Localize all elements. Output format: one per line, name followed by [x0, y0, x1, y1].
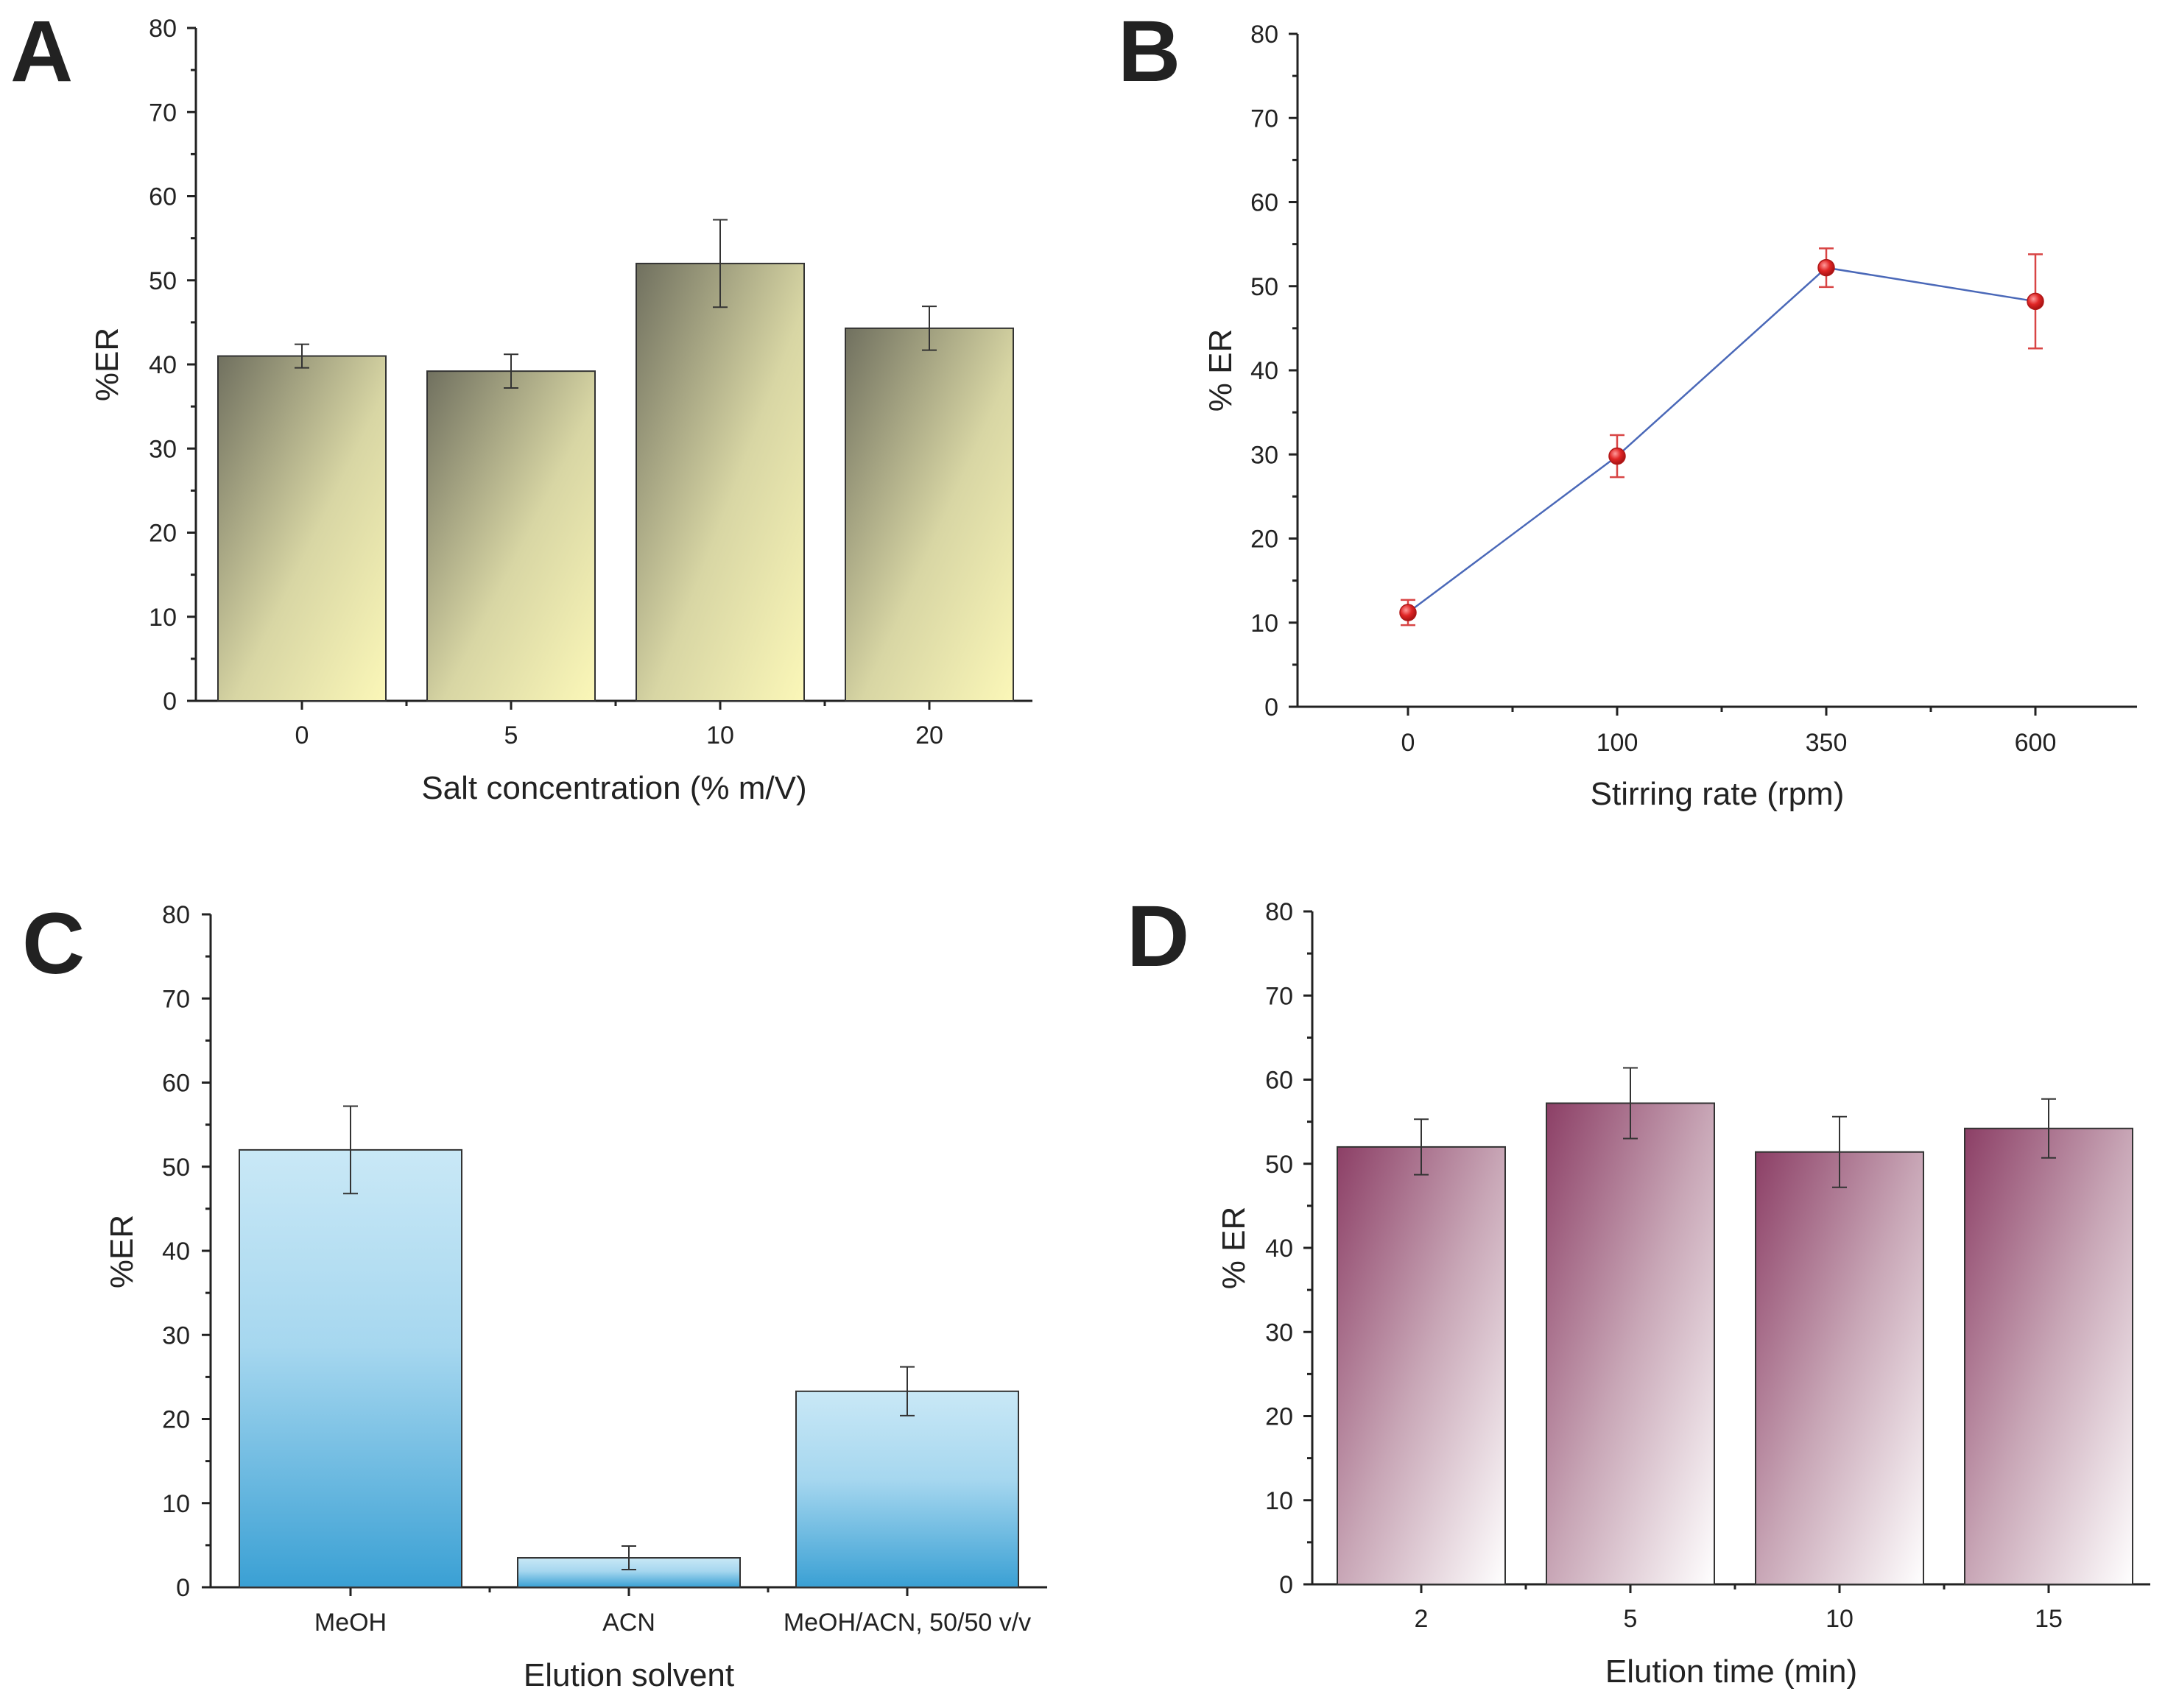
- y-tick-label: 0: [163, 688, 177, 716]
- x-tick-label: MeOH/ACN, 50/50 v/v: [784, 1609, 1031, 1637]
- x-axis-title: Elution time (min): [1605, 1654, 1857, 1690]
- y-tick-label: 20: [149, 520, 177, 548]
- panel-letter-d: D: [1127, 888, 1189, 985]
- y-tick-label: 40: [162, 1238, 190, 1266]
- y-tick-label: 40: [149, 351, 177, 379]
- y-tick-label: 0: [176, 1574, 190, 1602]
- x-tick-label: 5: [1624, 1605, 1638, 1633]
- x-tick-label: 0: [295, 721, 309, 749]
- x-tick-label: 100: [1597, 729, 1638, 757]
- data-point: [2027, 292, 2044, 311]
- y-tick-label: 40: [1250, 357, 1278, 385]
- y-tick-label: 80: [162, 901, 190, 929]
- y-tick-label: 30: [162, 1321, 190, 1349]
- y-tick-label: 70: [1250, 105, 1278, 133]
- y-tick-label: 60: [1250, 189, 1278, 217]
- y-tick-label: 10: [149, 604, 177, 632]
- bar: [1337, 1146, 1506, 1585]
- y-tick-label: 10: [1265, 1487, 1293, 1515]
- panel-b-chart: 0 10 20 30 40 50 60 70 80 0 100 350 600 Stirring rate…: [1203, 21, 2137, 812]
- panel-letter-a: A: [10, 3, 73, 100]
- y-tick-label: 60: [1265, 1067, 1293, 1095]
- data-point: [1608, 447, 1626, 465]
- y-tick-label: 20: [162, 1406, 190, 1434]
- y-tick-label: 50: [149, 267, 177, 295]
- y-tick-label: 10: [1250, 610, 1278, 638]
- x-tick-label: 0: [1401, 729, 1415, 757]
- series-line: [1407, 267, 2036, 614]
- y-tick-label: 20: [1250, 526, 1278, 554]
- panel-letter-c: C: [22, 895, 85, 992]
- y-tick-label: 70: [149, 99, 177, 127]
- y-tick-label: 30: [1265, 1319, 1293, 1347]
- bar: [636, 262, 805, 702]
- bar: [1755, 1151, 1924, 1585]
- panel-c-chart: 0 10 20 30 40 50 60 70 80 MeOH ACN MeOH/ACN, 50/50 …: [104, 901, 1047, 1693]
- y-tick-label: 50: [1265, 1151, 1293, 1179]
- bar: [845, 327, 1014, 702]
- x-tick-label: 600: [2015, 729, 2057, 757]
- x-axis-title: Salt concentration (% m/V): [421, 770, 806, 806]
- x-tick-label: MeOH: [314, 1609, 387, 1637]
- y-tick-label: 30: [149, 435, 177, 463]
- bar: [1546, 1102, 1715, 1585]
- y-tick-label: 50: [1250, 273, 1278, 301]
- panel-a-chart: 0 10 20 30 40 50 60 70 80 0 5 10 20 Salt concentratio…: [89, 15, 1032, 806]
- x-tick-label: 20: [915, 721, 943, 749]
- y-axis-title: %ER: [89, 328, 125, 401]
- y-tick-label: 60: [149, 183, 177, 211]
- panel-letter-b: B: [1118, 3, 1180, 100]
- y-tick-label: 60: [162, 1070, 190, 1098]
- data-point: [1399, 604, 1417, 621]
- bar: [239, 1148, 462, 1588]
- bar: [1964, 1127, 2133, 1585]
- bar: [217, 355, 387, 702]
- data-point: [1817, 258, 1835, 277]
- y-tick-label: 30: [1250, 441, 1278, 469]
- x-tick-label: 15: [2035, 1605, 2063, 1633]
- y-axis-title: %ER: [104, 1215, 140, 1288]
- x-tick-label: 10: [1826, 1605, 1854, 1633]
- y-tick-label: 10: [162, 1490, 190, 1518]
- y-tick-label: 0: [1279, 1571, 1293, 1599]
- x-tick-label: 350: [1806, 729, 1848, 757]
- panel-d-chart: 0 10 20 30 40 50 60 70 80 2 5 10 15 Elution time (min…: [1216, 898, 2150, 1690]
- y-tick-label: 40: [1265, 1235, 1293, 1263]
- y-tick-label: 50: [162, 1154, 190, 1182]
- x-axis-title: Elution solvent: [524, 1657, 734, 1693]
- x-tick-label: ACN: [602, 1609, 655, 1637]
- y-tick-label: 70: [1265, 982, 1293, 1010]
- y-tick-label: 80: [1265, 898, 1293, 926]
- y-tick-label: 80: [1250, 21, 1278, 49]
- x-axis-title: Stirring rate (rpm): [1591, 776, 1845, 812]
- x-tick-label: 2: [1415, 1605, 1429, 1633]
- y-tick-label: 20: [1265, 1403, 1293, 1431]
- y-tick-label: 80: [149, 15, 177, 43]
- bar: [795, 1390, 1019, 1588]
- y-axis-title: % ER: [1216, 1207, 1252, 1289]
- y-tick-label: 0: [1264, 694, 1278, 721]
- bar: [426, 370, 596, 702]
- x-tick-label: 10: [706, 721, 734, 749]
- y-axis-title: % ER: [1203, 329, 1239, 412]
- y-tick-label: 70: [162, 985, 190, 1013]
- x-tick-label: 5: [504, 721, 518, 749]
